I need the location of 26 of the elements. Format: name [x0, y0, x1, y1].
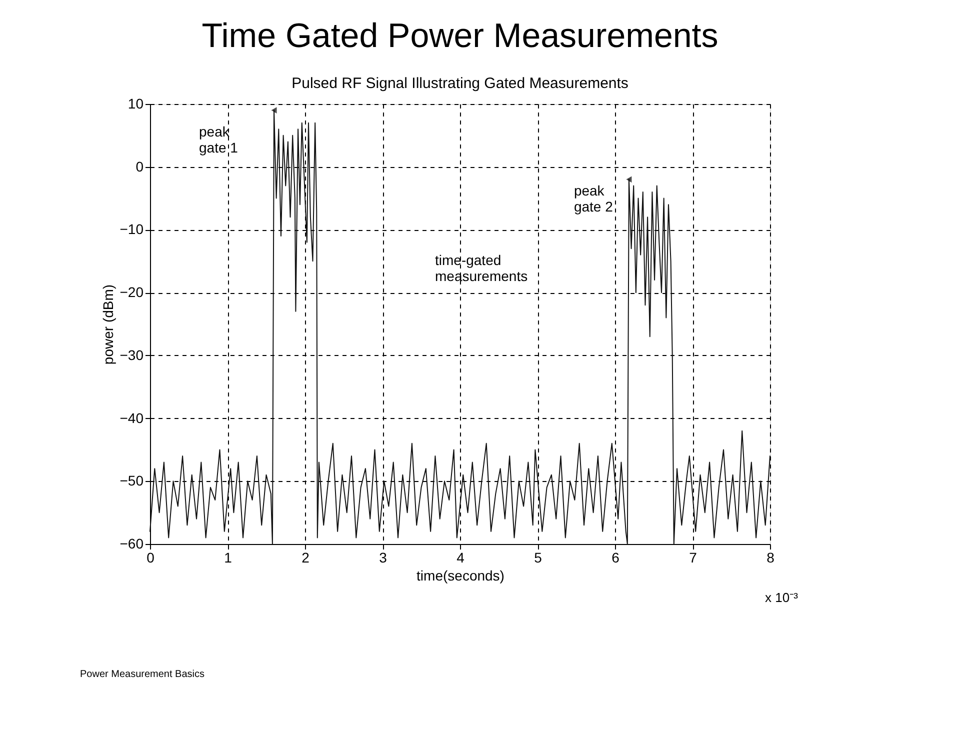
text: Power Measurement Basics [80, 669, 204, 680]
y-axis-title: power (dBm) [100, 284, 116, 365]
x-tick-label: 3 [379, 550, 388, 566]
annotation: peak gate 1 [199, 123, 238, 156]
x-tick-label: 4 [456, 550, 465, 566]
y-tick-label: −30 [120, 346, 144, 363]
annotation: peak gate 2 [574, 182, 614, 214]
x-tick-label: 5 [534, 550, 542, 566]
y-tick-label: −20 [120, 284, 144, 300]
x-tick-label: 1 [224, 550, 232, 566]
y-tick-label: 0 [136, 158, 144, 174]
x-tick-label: 6 [612, 550, 620, 566]
annotation: time-gated measurements [435, 252, 528, 284]
chart-title: Time Gated Power Measurements [202, 17, 718, 55]
x-axis-title: time(seconds) [416, 568, 504, 584]
y-tick-label: −10 [120, 221, 144, 238]
x-tick-label: 7 [689, 550, 698, 566]
x-tick-label: 8 [766, 550, 775, 566]
y-tick-label: −50 [120, 472, 144, 489]
chart-subtitle: Pulsed RF Signal Illustrating Gated Measurements [292, 75, 628, 92]
text: x 10⁻³ [765, 590, 799, 605]
x-tick-label: 0 [146, 550, 155, 566]
y-tick-label: −40 [120, 410, 144, 426]
y-tick-label: 10 [128, 96, 144, 112]
x-tick-label: 2 [302, 550, 310, 566]
y-tick-label: −60 [120, 536, 144, 552]
